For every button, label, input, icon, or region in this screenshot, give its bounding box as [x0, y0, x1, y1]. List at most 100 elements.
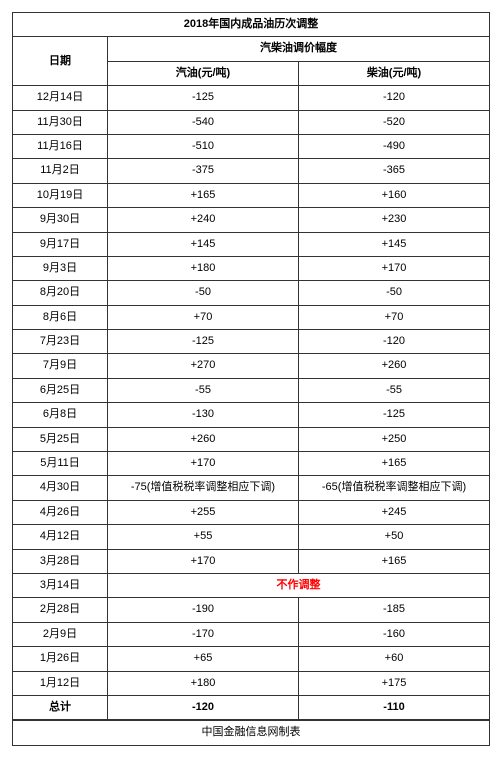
header-group: 汽柴油调价幅度 [108, 37, 490, 61]
cell-date: 1月12日 [13, 671, 108, 695]
cell-date: 1月26日 [13, 647, 108, 671]
cell-gasoline: +270 [108, 354, 299, 378]
table-row: 10月19日+165+160 [13, 183, 490, 207]
cell-diesel: -55 [299, 378, 490, 402]
cell-gasoline: +55 [108, 525, 299, 549]
table-row: 7月9日+270+260 [13, 354, 490, 378]
cell-diesel: +145 [299, 232, 490, 256]
table-row: 2月28日-190-185 [13, 598, 490, 622]
cell-date: 9月30日 [13, 208, 108, 232]
cell-diesel: -65(增值税税率调整相应下调) [299, 476, 490, 500]
total-diesel: -110 [299, 695, 490, 720]
table-row: 12月14日-125-120 [13, 86, 490, 110]
cell-date: 12月14日 [13, 86, 108, 110]
footer-row: 中国金融信息网制表 [13, 720, 490, 745]
cell-diesel: -365 [299, 159, 490, 183]
header-date: 日期 [13, 37, 108, 86]
cell-gasoline: -75(增值税税率调整相应下调) [108, 476, 299, 500]
table-row: 3月14日不作调整 [13, 573, 490, 597]
cell-date: 11月2日 [13, 159, 108, 183]
cell-date: 7月9日 [13, 354, 108, 378]
cell-date: 9月3日 [13, 256, 108, 280]
cell-diesel: -185 [299, 598, 490, 622]
cell-diesel: +50 [299, 525, 490, 549]
cell-diesel: +170 [299, 256, 490, 280]
cell-date: 2月9日 [13, 622, 108, 646]
cell-diesel: +250 [299, 427, 490, 451]
cell-gasoline: -510 [108, 134, 299, 158]
cell-date: 5月11日 [13, 452, 108, 476]
cell-gasoline: -190 [108, 598, 299, 622]
cell-diesel: -120 [299, 86, 490, 110]
table-row: 2月9日-170-160 [13, 622, 490, 646]
cell-date: 9月17日 [13, 232, 108, 256]
cell-date: 10月19日 [13, 183, 108, 207]
footer-text: 中国金融信息网制表 [13, 720, 490, 745]
cell-gasoline: -125 [108, 330, 299, 354]
cell-diesel: +160 [299, 183, 490, 207]
cell-diesel: -125 [299, 403, 490, 427]
cell-date: 7月23日 [13, 330, 108, 354]
cell-gasoline: -540 [108, 110, 299, 134]
header-gasoline: 汽油(元/吨) [108, 61, 299, 85]
cell-date: 4月12日 [13, 525, 108, 549]
table-row: 4月30日-75(增值税税率调整相应下调)-65(增值税税率调整相应下调) [13, 476, 490, 500]
table-title: 2018年国内成品油历次调整 [13, 13, 490, 37]
cell-gasoline: +240 [108, 208, 299, 232]
total-label: 总计 [13, 695, 108, 720]
cell-diesel: +60 [299, 647, 490, 671]
cell-date: 11月30日 [13, 110, 108, 134]
table-row: 11月30日-540-520 [13, 110, 490, 134]
header-diesel: 柴油(元/吨) [299, 61, 490, 85]
cell-diesel: +70 [299, 305, 490, 329]
cell-gasoline: -170 [108, 622, 299, 646]
cell-gasoline: -130 [108, 403, 299, 427]
cell-diesel: +260 [299, 354, 490, 378]
cell-date: 6月25日 [13, 378, 108, 402]
table-row: 1月12日+180+175 [13, 671, 490, 695]
cell-gasoline: -50 [108, 281, 299, 305]
table-row: 9月30日+240+230 [13, 208, 490, 232]
total-row: 总计-120-110 [13, 695, 490, 720]
table-row: 7月23日-125-120 [13, 330, 490, 354]
cell-gasoline: +145 [108, 232, 299, 256]
table-row: 5月25日+260+250 [13, 427, 490, 451]
table-row: 8月20日-50-50 [13, 281, 490, 305]
cell-gasoline: +70 [108, 305, 299, 329]
cell-date: 11月16日 [13, 134, 108, 158]
cell-diesel: -120 [299, 330, 490, 354]
cell-diesel: -160 [299, 622, 490, 646]
cell-gasoline: +260 [108, 427, 299, 451]
table-row: 4月12日+55+50 [13, 525, 490, 549]
cell-date: 4月30日 [13, 476, 108, 500]
cell-date: 6月8日 [13, 403, 108, 427]
table-row: 6月25日-55-55 [13, 378, 490, 402]
cell-diesel: +230 [299, 208, 490, 232]
table-row: 11月2日-375-365 [13, 159, 490, 183]
cell-diesel: -490 [299, 134, 490, 158]
cell-diesel: +165 [299, 549, 490, 573]
cell-gasoline: +170 [108, 452, 299, 476]
cell-date: 8月6日 [13, 305, 108, 329]
cell-gasoline: +165 [108, 183, 299, 207]
cell-diesel: +245 [299, 500, 490, 524]
cell-gasoline: -125 [108, 86, 299, 110]
table-row: 3月28日+170+165 [13, 549, 490, 573]
cell-gasoline: +170 [108, 549, 299, 573]
cell-diesel: -50 [299, 281, 490, 305]
table-row: 8月6日+70+70 [13, 305, 490, 329]
cell-gasoline: +65 [108, 647, 299, 671]
cell-date: 5月25日 [13, 427, 108, 451]
cell-diesel: -520 [299, 110, 490, 134]
cell-gasoline: -375 [108, 159, 299, 183]
cell-date: 4月26日 [13, 500, 108, 524]
cell-gasoline: +180 [108, 671, 299, 695]
cell-date: 8月20日 [13, 281, 108, 305]
cell-diesel: +175 [299, 671, 490, 695]
cell-no-adjust: 不作调整 [108, 573, 490, 597]
cell-gasoline: +180 [108, 256, 299, 280]
table-row: 9月3日+180+170 [13, 256, 490, 280]
cell-date: 2月28日 [13, 598, 108, 622]
oil-price-table: 2018年国内成品油历次调整 日期 汽柴油调价幅度 汽油(元/吨) 柴油(元/吨… [12, 12, 490, 746]
cell-date: 3月14日 [13, 573, 108, 597]
